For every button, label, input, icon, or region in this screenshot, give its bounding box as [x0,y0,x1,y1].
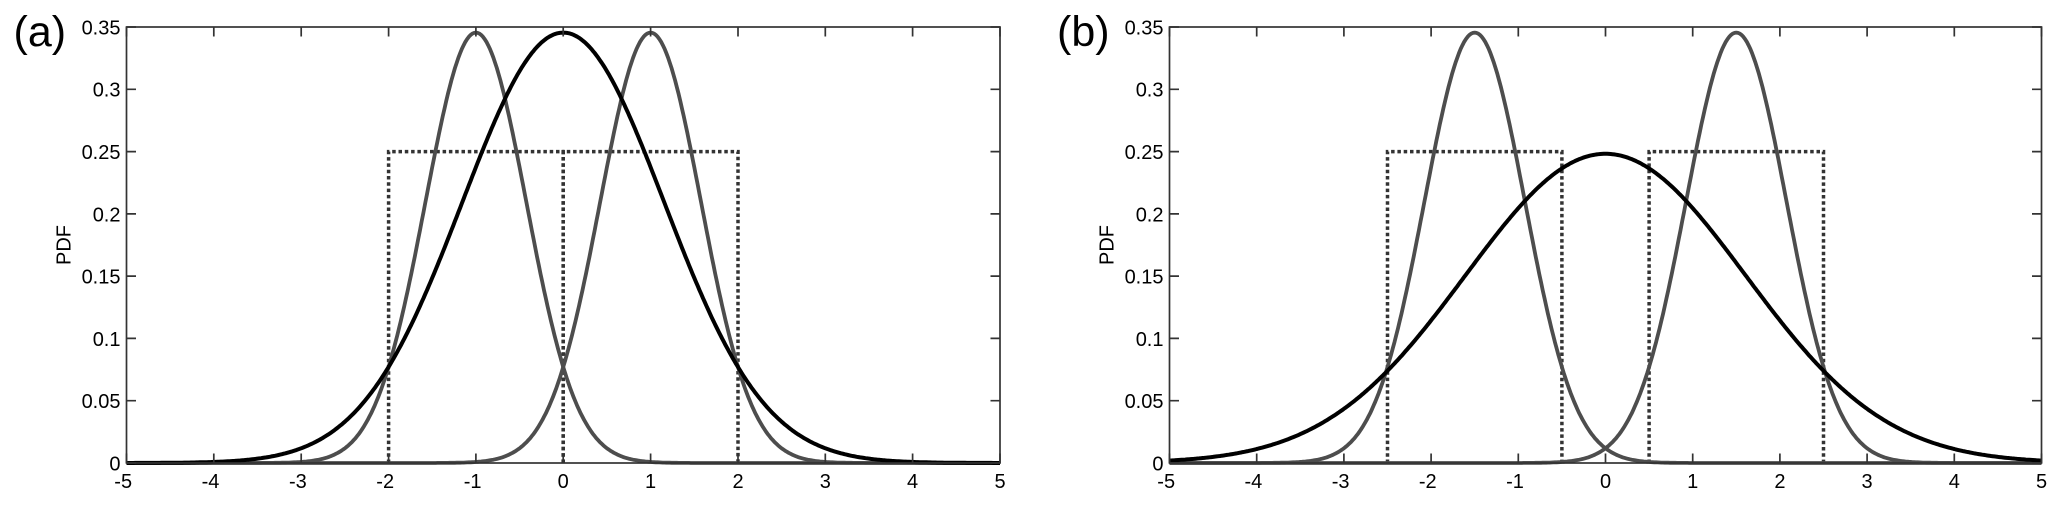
svg-text:0.35: 0.35 [82,17,121,39]
svg-text:2: 2 [1774,471,1785,493]
svg-text:0.2: 0.2 [1136,204,1164,226]
svg-text:-4: -4 [1245,471,1263,493]
svg-text:3: 3 [1862,471,1873,493]
svg-text:0.15: 0.15 [1125,267,1164,289]
svg-text:1: 1 [1687,471,1698,493]
svg-text:0: 0 [558,471,569,493]
svg-text:0.15: 0.15 [82,267,121,289]
svg-text:-2: -2 [1419,471,1437,493]
svg-text:0: 0 [1152,453,1163,475]
svg-text:(a): (a) [14,8,67,56]
svg-text:4: 4 [1949,471,1960,493]
svg-text:0.25: 0.25 [82,142,121,164]
svg-text:-1: -1 [464,471,482,493]
svg-text:-1: -1 [1506,471,1524,493]
svg-text:5: 5 [2036,471,2047,493]
svg-text:5: 5 [994,471,1005,493]
svg-text:0.05: 0.05 [82,391,121,413]
svg-text:-2: -2 [376,471,394,493]
svg-text:-4: -4 [202,471,220,493]
svg-text:-3: -3 [1332,471,1350,493]
svg-text:0.3: 0.3 [93,80,121,102]
svg-text:-5: -5 [114,471,132,493]
svg-text:-3: -3 [289,471,307,493]
svg-text:1: 1 [645,471,656,493]
svg-text:3: 3 [820,471,831,493]
svg-text:0.2: 0.2 [93,204,121,226]
svg-text:0.1: 0.1 [1136,329,1164,351]
svg-text:0: 0 [109,453,120,475]
svg-text:PDF: PDF [1097,225,1119,265]
svg-text:(b): (b) [1057,8,1110,56]
svg-text:PDF: PDF [54,225,76,265]
svg-text:-5: -5 [1157,471,1175,493]
svg-text:2: 2 [732,471,743,493]
svg-text:0.25: 0.25 [1125,142,1164,164]
svg-text:0.35: 0.35 [1125,17,1164,39]
svg-text:0.05: 0.05 [1125,391,1164,413]
svg-text:4: 4 [907,471,918,493]
svg-text:0.1: 0.1 [93,329,121,351]
svg-text:0: 0 [1600,471,1611,493]
svg-text:0.3: 0.3 [1136,80,1164,102]
